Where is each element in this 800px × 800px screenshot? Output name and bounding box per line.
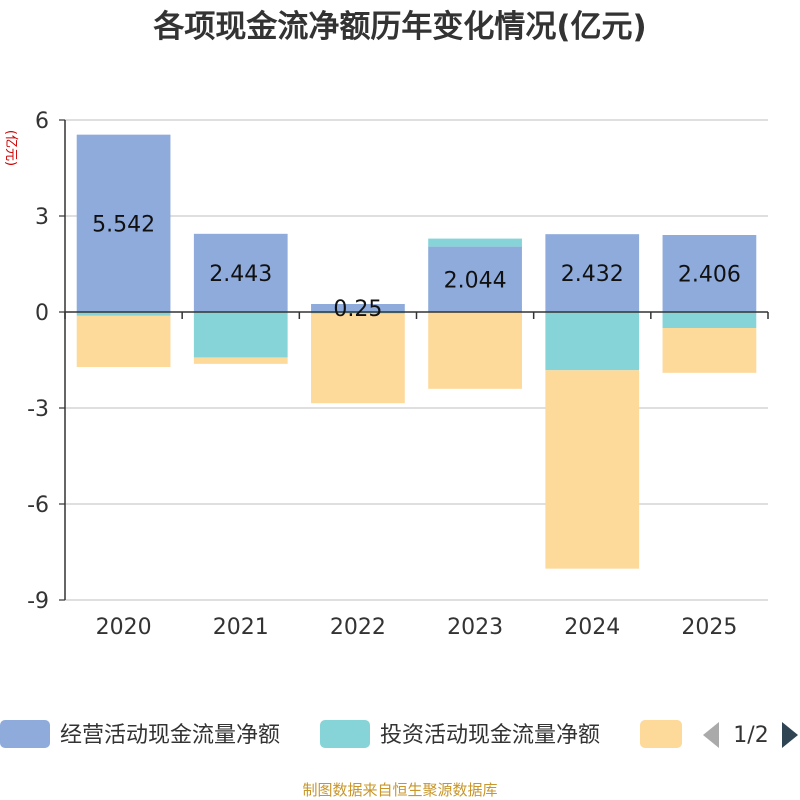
x-tick-label: 2024 <box>564 615 620 640</box>
legend: 经营活动现金流量净额 投资活动现金流量净额 1/2 <box>0 720 798 748</box>
legend-swatch-financing[interactable] <box>640 720 682 748</box>
data-label: 2.432 <box>561 262 624 287</box>
x-tick-label: 2023 <box>447 615 503 640</box>
legend-next-page-icon[interactable] <box>782 722 798 748</box>
bar-series-2-2023[interactable] <box>428 312 522 389</box>
x-tick-label: 2022 <box>330 615 386 640</box>
bar-series-2-2024[interactable] <box>545 370 640 569</box>
bar-series-2-2020[interactable] <box>76 315 171 368</box>
legend-label-operating[interactable]: 经营活动现金流量净额 <box>60 723 280 748</box>
y-tick-label: 3 <box>35 205 49 230</box>
data-label: 2.406 <box>678 263 741 288</box>
bar-series-1-2021[interactable] <box>193 312 288 358</box>
chart-title: 各项现金流净额历年变化情况(亿元) <box>152 9 646 45</box>
bar-series-1-2022[interactable] <box>311 312 405 314</box>
y-tick-label: -9 <box>27 589 49 614</box>
bar-series-0-2023[interactable] <box>428 246 522 312</box>
bar-series-1-2024[interactable] <box>545 312 640 371</box>
bar-series-2-2022[interactable] <box>311 313 405 404</box>
legend-page-indicator: 1/2 <box>733 723 768 748</box>
bar-series-1-2025[interactable] <box>662 312 757 328</box>
data-label: 5.542 <box>92 212 155 237</box>
y-tick-label: -3 <box>27 397 49 422</box>
grid <box>65 119 768 601</box>
y-tick-label: 0 <box>35 301 49 326</box>
x-tick-label: 2021 <box>213 615 269 640</box>
x-tick-label: 2020 <box>96 615 152 640</box>
bar-series-0-2024[interactable] <box>545 234 640 312</box>
data-label: 2.443 <box>209 262 272 287</box>
bar-series-2-2025[interactable] <box>662 328 757 373</box>
bar-series-0-2020[interactable] <box>76 134 171 312</box>
data-label: 0.25 <box>333 297 382 322</box>
y-axis-unit: (亿元) <box>3 130 18 166</box>
data-labels: 5.542 2.443 0.25 2.044 2.432 2.406 <box>92 212 741 322</box>
data-source-note: 制图数据来自恒生聚源数据库 <box>302 781 497 799</box>
bar-series-0-2022[interactable] <box>311 304 405 312</box>
legend-prev-page-icon[interactable] <box>703 722 719 748</box>
data-label: 2.044 <box>444 268 507 293</box>
bar-series-1-2023[interactable] <box>428 238 522 247</box>
legend-swatch-operating[interactable] <box>0 720 50 748</box>
y-tick-label: -6 <box>27 493 49 518</box>
y-tick-label: 6 <box>35 109 49 134</box>
legend-swatch-investing[interactable] <box>320 720 370 748</box>
legend-label-investing[interactable]: 投资活动现金流量净额 <box>380 723 600 748</box>
bar-series-2-2021[interactable] <box>193 357 288 364</box>
axes: 6 3 0 -3 -6 -9 2020 2021 2022 2023 2024 2025 <box>27 109 769 640</box>
x-tick-label: 2025 <box>681 615 737 640</box>
bar-series-0-2021[interactable] <box>193 233 288 312</box>
bar-series-1-2020[interactable] <box>76 312 171 316</box>
bars <box>76 134 757 569</box>
bar-series-0-2025[interactable] <box>662 235 757 312</box>
